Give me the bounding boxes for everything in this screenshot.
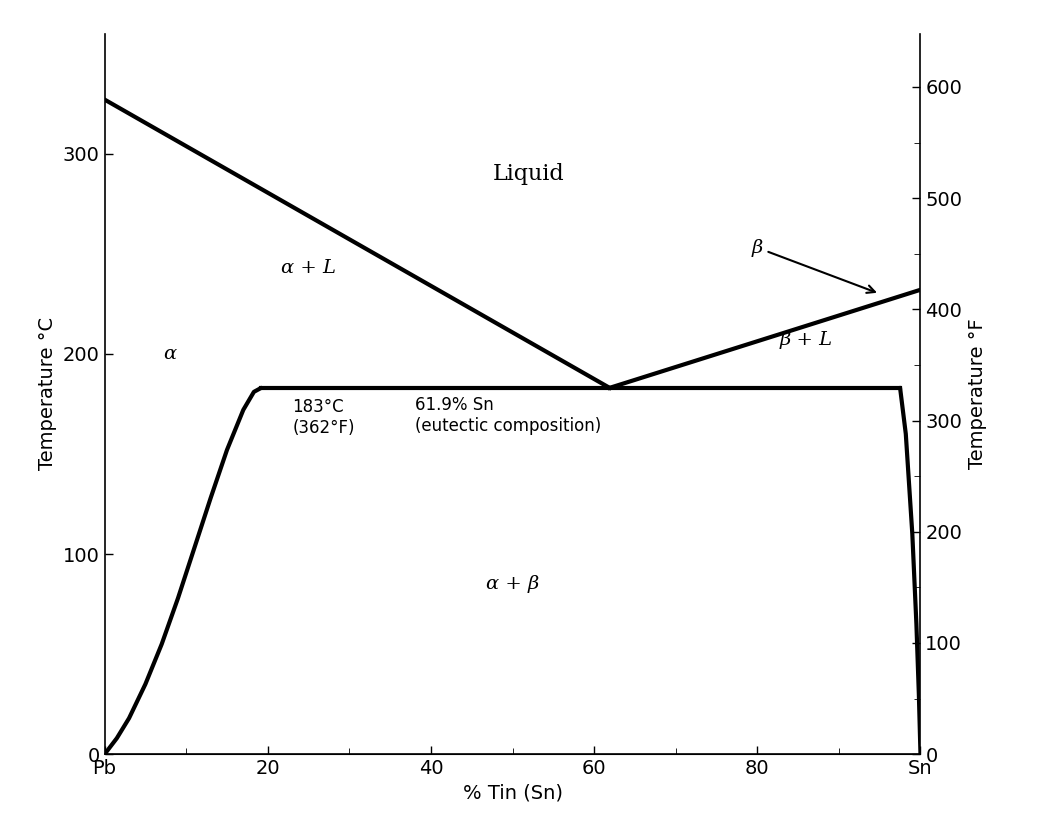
Text: 61.9% Sn
(eutectic composition): 61.9% Sn (eutectic composition) [414,396,600,435]
Text: α: α [163,344,177,363]
Y-axis label: Temperature °C: Temperature °C [39,318,58,470]
Text: α + β: α + β [486,575,539,593]
Text: β + L: β + L [779,331,833,349]
Text: 183°C
(362°F): 183°C (362°F) [292,398,355,437]
Text: Liquid: Liquid [493,163,565,184]
Text: β: β [752,239,874,292]
Y-axis label: Temperature °F: Temperature °F [968,318,986,469]
Text: α + L: α + L [281,259,336,277]
X-axis label: % Tin (Sn): % Tin (Sn) [462,784,563,803]
